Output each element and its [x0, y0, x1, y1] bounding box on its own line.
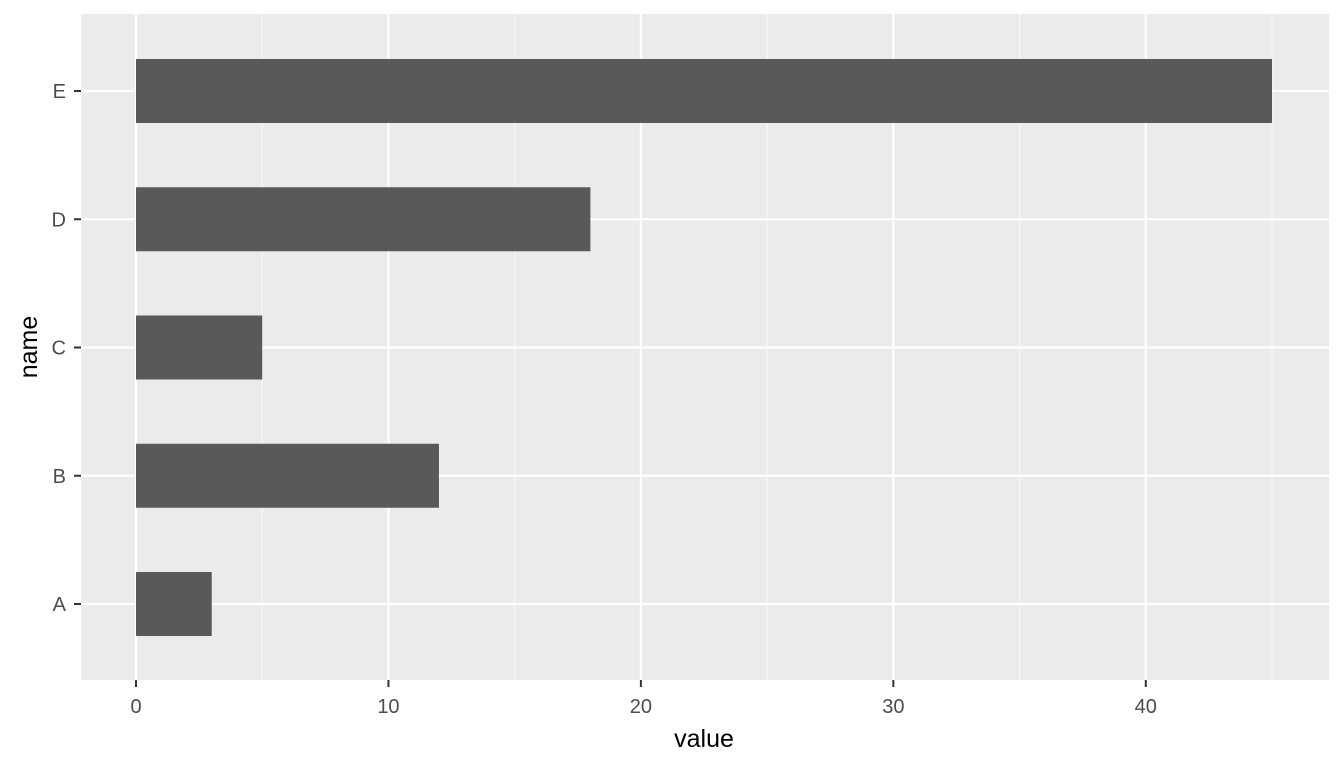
y-tick-label: A [53, 594, 67, 616]
y-tick-label: B [53, 466, 66, 488]
y-axis-title: name [15, 316, 43, 379]
bar-a [136, 572, 212, 636]
bar-d [136, 187, 591, 252]
y-tick-label: E [53, 81, 66, 103]
x-axis: 0 10 20 30 40 [130, 680, 1157, 718]
bars [136, 59, 1272, 636]
bar-c [136, 315, 263, 380]
x-tick-label: 40 [1135, 696, 1157, 718]
x-axis-title: value [674, 725, 734, 753]
y-tick-label: D [52, 209, 66, 231]
bar-b [136, 443, 439, 508]
bar-e [136, 59, 1272, 123]
y-axis: A B C D E [52, 81, 81, 616]
y-tick-label: C [52, 338, 66, 360]
x-tick-label: 0 [130, 696, 141, 718]
x-tick-label: 30 [882, 696, 904, 718]
x-tick-label: 10 [377, 696, 399, 718]
x-tick-label: 20 [630, 696, 652, 718]
